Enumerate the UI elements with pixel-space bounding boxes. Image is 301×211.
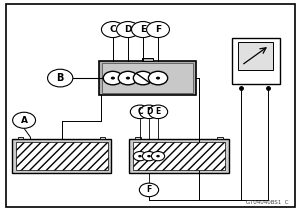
Circle shape	[151, 151, 165, 161]
FancyBboxPatch shape	[129, 139, 229, 173]
Circle shape	[130, 105, 150, 119]
Circle shape	[138, 155, 142, 157]
Text: F: F	[146, 185, 152, 194]
FancyBboxPatch shape	[100, 137, 105, 139]
Circle shape	[13, 112, 36, 128]
FancyBboxPatch shape	[238, 42, 273, 70]
Circle shape	[139, 183, 159, 197]
Text: E: E	[155, 107, 161, 116]
Circle shape	[118, 71, 138, 85]
Circle shape	[101, 22, 124, 38]
Text: C: C	[137, 107, 143, 116]
Circle shape	[148, 105, 168, 119]
Circle shape	[132, 22, 154, 38]
Circle shape	[147, 155, 151, 157]
FancyBboxPatch shape	[18, 137, 23, 139]
Circle shape	[111, 77, 115, 80]
FancyBboxPatch shape	[6, 4, 295, 207]
FancyBboxPatch shape	[99, 61, 196, 95]
Circle shape	[126, 77, 130, 80]
Circle shape	[156, 77, 160, 80]
Circle shape	[147, 22, 169, 38]
Circle shape	[142, 151, 156, 161]
FancyBboxPatch shape	[102, 63, 193, 93]
Circle shape	[156, 155, 160, 157]
FancyBboxPatch shape	[135, 137, 141, 139]
Circle shape	[116, 22, 139, 38]
Text: E: E	[140, 25, 146, 34]
FancyBboxPatch shape	[12, 139, 111, 173]
FancyBboxPatch shape	[142, 58, 153, 61]
Circle shape	[48, 69, 73, 87]
Circle shape	[139, 105, 159, 119]
Text: D: D	[146, 107, 152, 116]
Text: F: F	[155, 25, 161, 34]
FancyBboxPatch shape	[217, 137, 223, 139]
Circle shape	[133, 151, 147, 161]
Circle shape	[103, 71, 123, 85]
Text: GT04040BS1  C: GT04040BS1 C	[247, 200, 289, 205]
Circle shape	[133, 71, 153, 85]
Circle shape	[148, 71, 168, 85]
FancyBboxPatch shape	[133, 142, 225, 170]
Text: D: D	[124, 25, 132, 34]
FancyBboxPatch shape	[232, 38, 280, 84]
Text: A: A	[20, 116, 28, 125]
FancyBboxPatch shape	[16, 142, 108, 170]
Text: B: B	[57, 73, 64, 83]
Text: C: C	[110, 25, 116, 34]
